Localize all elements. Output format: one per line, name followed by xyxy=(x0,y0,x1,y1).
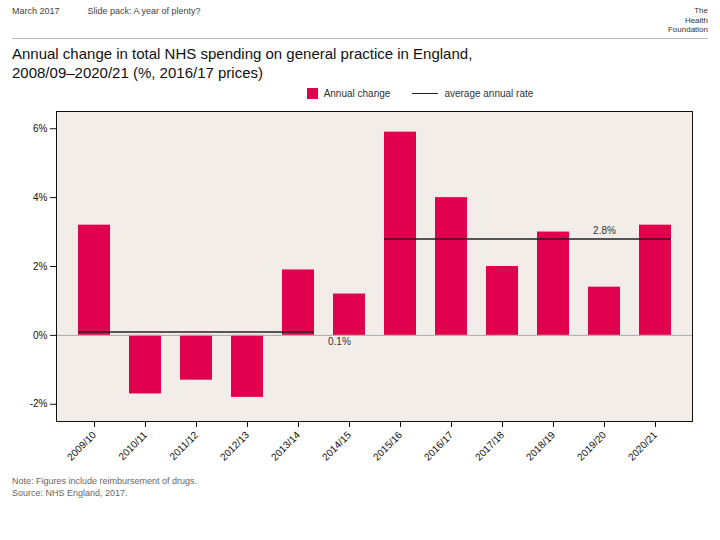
svg-text:0.1%: 0.1% xyxy=(328,336,351,347)
html-text:The: The xyxy=(694,6,708,15)
html-text:2008/09–2020/21 (%, 2016/17 pr: 2008/09–2020/21 (%, 2016/17 prices) xyxy=(12,64,263,82)
html-text:Annual change: Annual change xyxy=(323,87,391,99)
svg-text:2.8%: 2.8% xyxy=(593,225,616,236)
svg-text:2011/12: 2011/12 xyxy=(167,429,200,462)
svg-text:6%: 6% xyxy=(33,123,48,134)
svg-text:-2%: -2% xyxy=(30,398,48,409)
svg-text:2012/13: 2012/13 xyxy=(218,429,252,463)
html-text:Annual change in total NHS spe: Annual change in total NHS spending on g… xyxy=(12,44,473,62)
svg-text:2014/15: 2014/15 xyxy=(320,429,354,463)
svg-text:2017/18: 2017/18 xyxy=(473,429,507,463)
svg-text:2020/21: 2020/21 xyxy=(626,429,660,463)
svg-text:2010/11: 2010/11 xyxy=(116,429,149,462)
svg-text:2%: 2% xyxy=(33,260,48,271)
html-text:Health: Health xyxy=(684,15,708,25)
html-text:March 2017: March 2017 xyxy=(12,6,60,16)
svg-text:4%: 4% xyxy=(33,192,48,203)
html-text:Foundation: Foundation xyxy=(668,25,708,35)
svg-text:2018/19: 2018/19 xyxy=(524,429,558,463)
html-text:average annual rate: average annual rate xyxy=(444,87,534,99)
svg-text:0%: 0% xyxy=(33,329,48,340)
svg-text:2013/14: 2013/14 xyxy=(269,429,303,463)
html-text:Slide pack: A year of plenty?: Slide pack: A year of plenty? xyxy=(87,6,201,16)
svg-text:2015/16: 2015/16 xyxy=(371,429,405,463)
html-text:Source: NHS England, 2017.: Source: NHS England, 2017. xyxy=(12,487,128,498)
svg-text:2019/20: 2019/20 xyxy=(575,429,609,463)
svg-text:2016/17: 2016/17 xyxy=(422,429,456,463)
html-text:Note: Figures include reimburs: Note: Figures include reimbursement of d… xyxy=(12,475,198,486)
svg-text:2009/10: 2009/10 xyxy=(65,429,99,463)
